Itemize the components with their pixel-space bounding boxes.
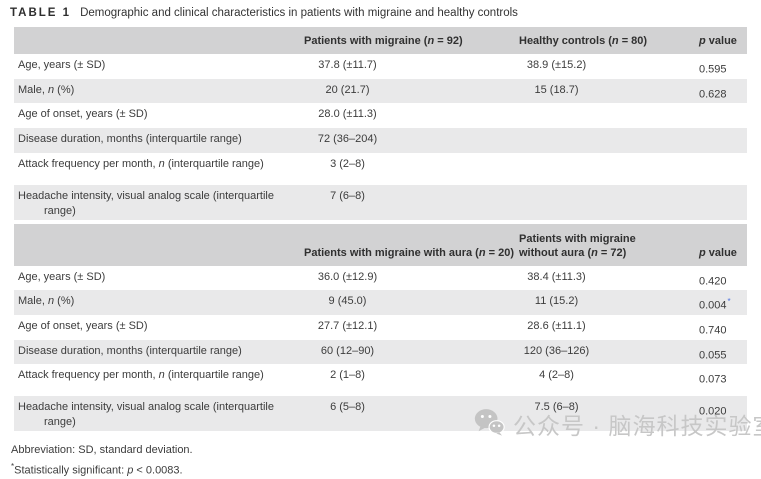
- table-aura-vs-no-aura: Patients with migraine with aura (n = 20…: [14, 223, 747, 432]
- cell-value: 7 (6–8): [285, 184, 490, 220]
- header-p-value: p value: [672, 223, 747, 266]
- table-row: Age of onset, years (± SD) 27.7 (±12.1) …: [14, 314, 747, 340]
- row-label: Age of onset, years (± SD): [14, 103, 285, 128]
- table-row: Male, n (%) 9 (45.0) 11 (15.2) 0.004*: [14, 290, 747, 315]
- table-title: Demographic and clinical characteristics…: [80, 7, 518, 19]
- header-patients-migraine: Patients with migraine (n = 92): [285, 27, 490, 54]
- cell-value: 15 (18.7): [490, 78, 672, 104]
- significance-asterisk: *: [727, 297, 731, 307]
- table-row: Headache intensity, visual analog scale …: [14, 396, 747, 432]
- header-p-value: p value: [672, 27, 747, 54]
- footnote-abbreviation: Abbreviation: SD, standard deviation.: [11, 444, 193, 457]
- table-row: Disease duration, months (interquartile …: [14, 127, 747, 153]
- table-row: Headache intensity, visual analog scale …: [14, 184, 747, 220]
- cell-value: [490, 184, 672, 220]
- cell-pvalue: 0.595: [672, 54, 747, 79]
- cell-value: [490, 127, 672, 153]
- header-empty: [14, 27, 285, 54]
- row-label: Age, years (± SD): [14, 265, 285, 291]
- table-row: Disease duration, months (interquartile …: [14, 339, 747, 365]
- cell-pvalue: 0.055: [672, 339, 747, 365]
- cell-pvalue: [672, 152, 747, 185]
- row-label: Attack frequency per month, n (interquar…: [14, 152, 285, 185]
- cell-value: 28.6 (±11.1): [490, 314, 672, 340]
- demographics-tables: Patients with migraine (n = 92) Healthy …: [14, 27, 747, 432]
- cell-value: 60 (12–90): [285, 339, 490, 365]
- row-label: Age of onset, years (± SD): [14, 314, 285, 340]
- cell-value: 36.0 (±12.9): [285, 265, 490, 291]
- wechat-icon: [474, 408, 505, 441]
- cell-pvalue: 0.073: [672, 364, 747, 397]
- cell-value: [490, 103, 672, 128]
- cell-pvalue: [672, 103, 747, 128]
- cell-pvalue: 0.420: [672, 265, 747, 291]
- cell-pvalue: [672, 127, 747, 153]
- table-row: Attack frequency per month, n (interquar…: [14, 364, 747, 397]
- table-row: Age, years (± SD) 36.0 (±12.9) 38.4 (±11…: [14, 265, 747, 291]
- cell-value: [490, 152, 672, 185]
- table-migraine-vs-controls: Patients with migraine (n = 92) Healthy …: [14, 27, 747, 220]
- cell-value: 6 (5–8): [285, 396, 490, 432]
- table-row: Age of onset, years (± SD) 28.0 (±11.3): [14, 103, 747, 128]
- table-row: Male, n (%) 20 (21.7) 15 (18.7) 0.628: [14, 78, 747, 104]
- cell-value: 72 (36–204): [285, 127, 490, 153]
- table-number: TABLE 1: [10, 7, 72, 19]
- table-footnotes: Abbreviation: SD, standard deviation. *S…: [11, 442, 761, 479]
- cell-pvalue: 0.628: [672, 78, 747, 104]
- row-label: Headache intensity, visual analog scale …: [14, 184, 285, 220]
- cell-value: 7.5 (6–8): [490, 396, 672, 432]
- cell-pvalue: 0.004*: [672, 290, 747, 315]
- row-label: Age, years (± SD): [14, 54, 285, 79]
- row-label: Disease duration, months (interquartile …: [14, 127, 285, 153]
- row-label: Disease duration, months (interquartile …: [14, 339, 285, 365]
- cell-value: 11 (15.2): [490, 290, 672, 315]
- table-caption: TABLE 1 Demographic and clinical characte…: [10, 6, 761, 21]
- cell-value: 38.4 (±11.3): [490, 265, 672, 291]
- header-row: Patients with migraine (n = 92) Healthy …: [14, 27, 747, 54]
- cell-value: 3 (2–8): [285, 152, 490, 185]
- header-migraine-without-aura: Patients with migraine without aura (n =…: [490, 223, 672, 266]
- row-label: Headache intensity, visual analog scale …: [14, 396, 285, 432]
- row-label: Attack frequency per month, n (interquar…: [14, 364, 285, 397]
- wechat-watermark: 公众号 · 脑海科技实验室: [474, 407, 761, 441]
- cell-value: 38.9 (±15.2): [490, 54, 672, 79]
- header-row: Patients with migraine with aura (n = 20…: [14, 223, 747, 266]
- watermark-text: 公众号 · 脑海科技实验室: [513, 413, 761, 439]
- table-row: Attack frequency per month, n (interquar…: [14, 152, 747, 185]
- cell-value: 9 (45.0): [285, 290, 490, 315]
- cell-value: 2 (1–8): [285, 364, 490, 397]
- row-label: Male, n (%): [14, 78, 285, 104]
- cell-value: 27.7 (±12.1): [285, 314, 490, 340]
- row-label: Male, n (%): [14, 290, 285, 315]
- cell-value: 20 (21.7): [285, 78, 490, 104]
- footnote-significance: *Statistically significant: p < 0.0083.: [11, 461, 183, 477]
- cell-value: 120 (36–126): [490, 339, 672, 365]
- table-row: Age, years (± SD) 37.8 (±11.7) 38.9 (±15…: [14, 54, 747, 79]
- header-healthy-controls: Healthy controls (n = 80): [490, 27, 672, 54]
- header-empty: [14, 223, 285, 266]
- header-migraine-with-aura: Patients with migraine with aura (n = 20…: [285, 223, 514, 266]
- cell-value: 37.8 (±11.7): [285, 54, 490, 79]
- cell-value: 28.0 (±11.3): [285, 103, 490, 128]
- cell-value: 4 (2–8): [490, 364, 672, 397]
- cell-pvalue: [672, 184, 747, 220]
- cell-pvalue: 0.020: [672, 396, 747, 432]
- cell-pvalue: 0.740: [672, 314, 747, 340]
